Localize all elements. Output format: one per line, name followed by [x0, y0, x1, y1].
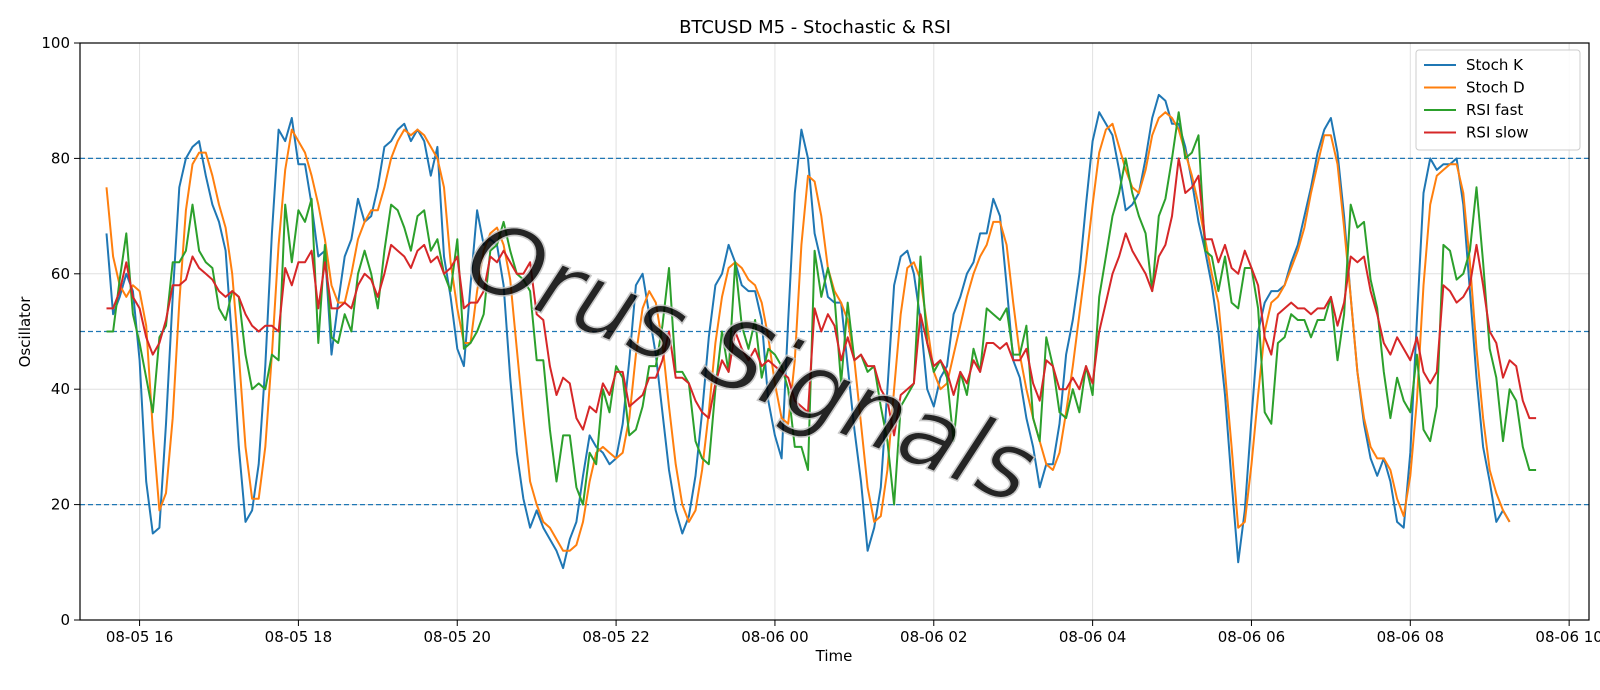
axes: 0 20 40 60 80 100 08-05 16 08-05 18 08-05 20 08-0… — [41, 34, 1600, 646]
y-tick-label: 100 — [41, 34, 70, 52]
legend-label: Stoch K — [1466, 56, 1524, 74]
series-stoch-d-line — [105, 111, 1511, 552]
y-tick-label: 60 — [51, 265, 70, 283]
series-stoch-k-line — [105, 93, 1511, 570]
y-tick-label: 0 — [60, 611, 70, 629]
x-tick-label: 08-05 22 — [582, 628, 649, 646]
y-tick-label: 80 — [51, 149, 70, 167]
y-tick-label: 40 — [51, 380, 70, 398]
legend: Stoch K Stoch D RSI fast RSI slow — [1415, 49, 1581, 151]
y-tick-label: 20 — [51, 496, 70, 514]
legend-label: Stoch D — [1466, 79, 1525, 97]
x-tick-label: 08-06 06 — [1218, 628, 1285, 646]
chart-title: BTCUSD M5 - Stochastic & RSI — [679, 17, 951, 38]
series-rsi-slow-line — [106, 157, 1537, 437]
x-tick-label: 08-05 18 — [265, 628, 332, 646]
plot-frame — [79, 42, 1590, 621]
legend-box — [1415, 49, 1581, 151]
series-rsi-fast-line — [106, 111, 1537, 506]
x-tick-label: 08-05 16 — [106, 628, 173, 646]
x-tick-label: 08-05 20 — [424, 628, 491, 646]
x-tick-label: 08-06 04 — [1059, 628, 1126, 646]
x-tick-label: 08-06 02 — [900, 628, 967, 646]
x-tick-label: 08-06 08 — [1377, 628, 1444, 646]
legend-label: RSI fast — [1466, 101, 1523, 119]
series-lines — [105, 93, 1537, 570]
x-axis-label: Time — [815, 647, 853, 665]
x-tick-label: 08-06 00 — [741, 628, 808, 646]
legend-label: RSI slow — [1466, 124, 1529, 142]
x-tick-label: 08-06 10 — [1535, 628, 1600, 646]
y-axis-label: Oscillator — [16, 296, 34, 368]
